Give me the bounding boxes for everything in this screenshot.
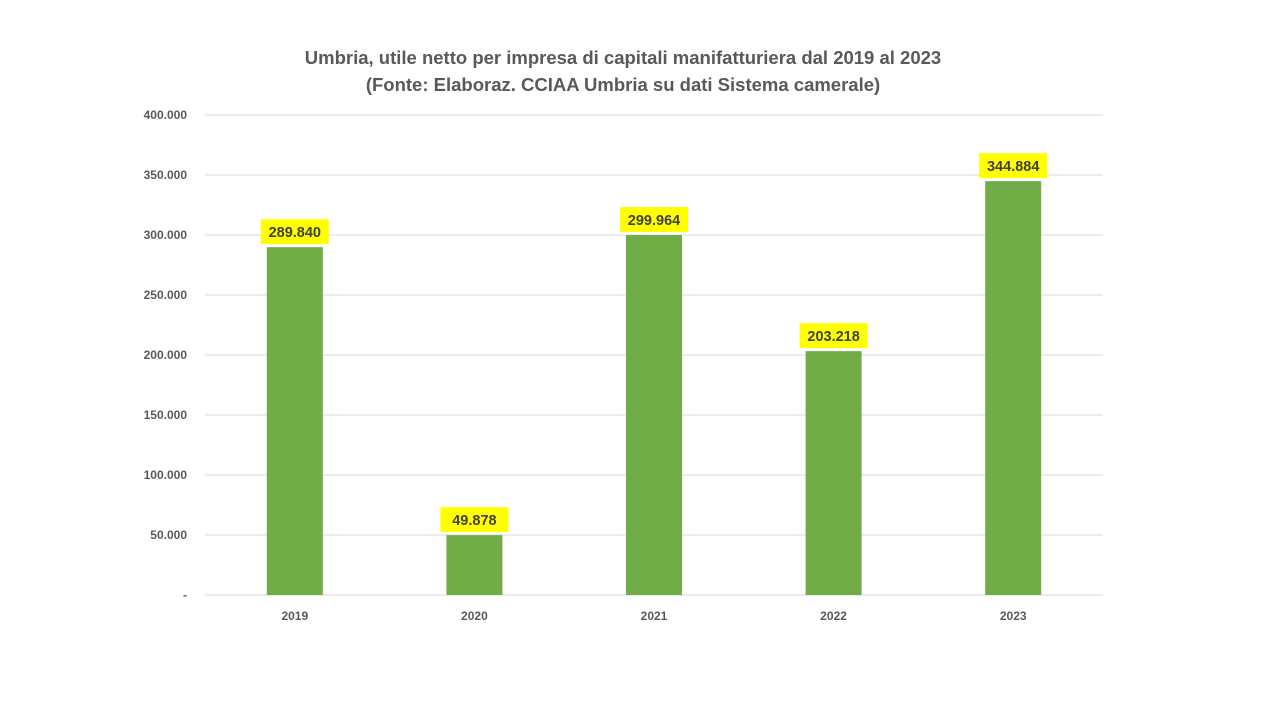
y-tick-label: 150.000 xyxy=(144,408,188,422)
chart-title-block: Umbria, utile netto per impresa di capit… xyxy=(0,44,1246,98)
y-tick-label: 200.000 xyxy=(144,348,188,362)
data-label: 203.218 xyxy=(807,329,859,345)
bar-2022 xyxy=(805,351,862,595)
bar-2021 xyxy=(626,235,682,595)
chart-title: Umbria, utile netto per impresa di capit… xyxy=(304,47,942,68)
bars xyxy=(266,181,1042,595)
x-tick-label: 2020 xyxy=(461,609,488,623)
data-label-background xyxy=(260,219,329,245)
y-tick-label: 250.000 xyxy=(144,288,188,302)
y-tick-label: 50.000 xyxy=(150,528,187,542)
x-tick-label: 2019 xyxy=(281,609,308,623)
y-tick-label: - xyxy=(183,588,187,602)
data-label: 344.884 xyxy=(987,159,1039,175)
y-axis: - 50.000 100.000 150.000 200.000 250.000 300.0… xyxy=(144,108,188,602)
data-label: 289.840 xyxy=(269,225,321,241)
bar-2023 xyxy=(985,181,1042,595)
data-label-background xyxy=(620,207,688,233)
data-label-background xyxy=(440,507,509,533)
y-tick-label: 300.000 xyxy=(144,228,188,242)
data-label: 49.878 xyxy=(452,513,496,529)
x-axis: 2019 2020 2021 2022 2023 xyxy=(281,609,1026,623)
data-label-background xyxy=(979,153,1048,179)
y-tick-label: 400.000 xyxy=(144,108,188,122)
y-tick-label: 100.000 xyxy=(144,468,188,482)
data-label: 299.964 xyxy=(628,213,680,229)
x-tick-label: 2023 xyxy=(1000,609,1027,623)
x-tick-label: 2021 xyxy=(641,609,668,623)
bar-2020 xyxy=(446,535,503,595)
data-labels: 289.840 49.878 299.964 203.218 344.884 xyxy=(260,153,1048,533)
chart-subtitle: (Fonte: Elaboraz. CCIAA Umbria su dati S… xyxy=(365,74,881,95)
x-tick-label: 2022 xyxy=(820,609,847,623)
data-label-background xyxy=(799,323,868,349)
gridlines xyxy=(205,114,1103,596)
y-tick-label: 350.000 xyxy=(144,168,188,182)
bar-2019 xyxy=(266,247,323,595)
